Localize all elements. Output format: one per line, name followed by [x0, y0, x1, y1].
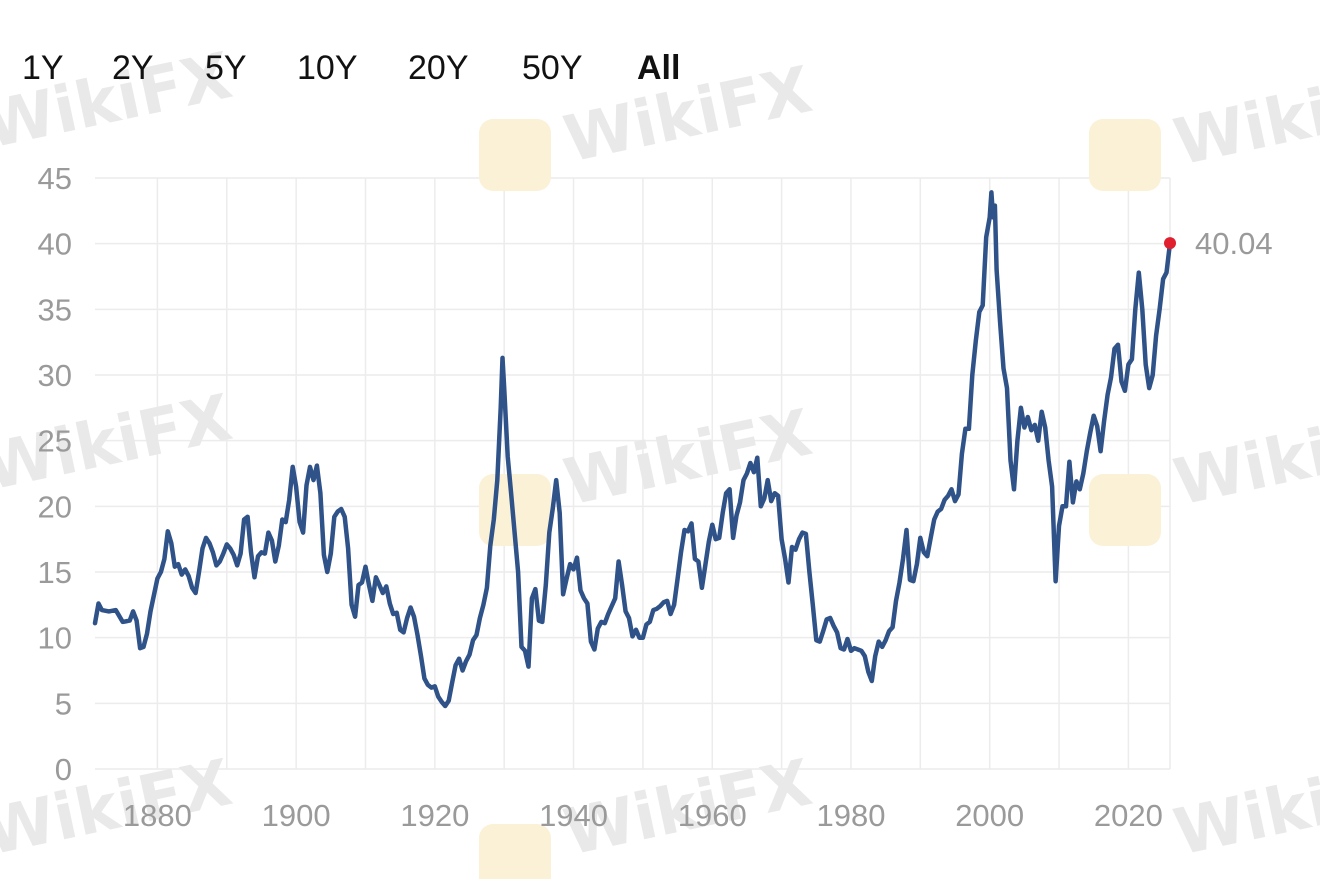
watermark-emblem [479, 119, 551, 191]
range-tab-2y[interactable]: 2Y [112, 49, 154, 87]
y-tick-label: 5 [55, 686, 72, 721]
watermark-emblem [479, 824, 551, 879]
x-tick-label: 1980 [816, 798, 885, 833]
last-value-label: 40.04 [1195, 226, 1273, 261]
x-tick-label: 2020 [1094, 798, 1163, 833]
chart-gridlines [95, 177, 1171, 770]
last-point-marker[interactable] [1164, 237, 1176, 250]
watermark-text: WikiFX [1168, 56, 1320, 180]
range-tab-50y[interactable]: 50Y [522, 49, 583, 87]
x-tick-label: 1900 [262, 798, 331, 833]
range-tab-5y[interactable]: 5Y [205, 49, 247, 87]
y-tick-label: 0 [55, 752, 72, 787]
series-line [92, 190, 1173, 709]
watermark-text: WikiFX [0, 381, 238, 505]
x-tick-label: 1920 [400, 798, 469, 833]
watermark-emblem [1089, 119, 1161, 191]
watermark-emblem [1089, 474, 1161, 546]
y-tick-label: 40 [38, 227, 72, 262]
x-tick-label: 1940 [539, 798, 608, 833]
y-tick-label: 25 [38, 424, 72, 459]
y-tick-label: 20 [38, 489, 72, 524]
x-tick-label: 2000 [955, 798, 1024, 833]
time-range-tabs: 1Y 2Y 5Y 10Y 20Y 50Y All [0, 44, 760, 92]
x-tick-label: 1960 [678, 798, 747, 833]
watermark-text: WikiFX [1168, 746, 1320, 870]
range-tab-20y[interactable]: 20Y [408, 49, 469, 87]
y-axis-tick-labels: 0 5 10 15 20 25 30 35 40 45 [38, 161, 72, 787]
y-tick-label: 35 [38, 292, 72, 327]
x-tick-label: 1880 [123, 798, 192, 833]
watermark-text: WikiFX [0, 746, 238, 870]
y-tick-label: 30 [38, 358, 72, 393]
y-tick-label: 45 [38, 161, 72, 196]
watermark-text: WikiFX [1168, 396, 1320, 520]
range-tab-10y[interactable]: 10Y [297, 49, 358, 87]
range-tab-1y[interactable]: 1Y [22, 49, 64, 87]
x-axis-tick-labels: 1880 1900 1920 1940 1960 1980 2000 2020 [123, 798, 1163, 833]
y-tick-label: 15 [38, 555, 72, 590]
range-tab-all[interactable]: All [637, 49, 681, 87]
y-tick-label: 10 [38, 621, 72, 656]
